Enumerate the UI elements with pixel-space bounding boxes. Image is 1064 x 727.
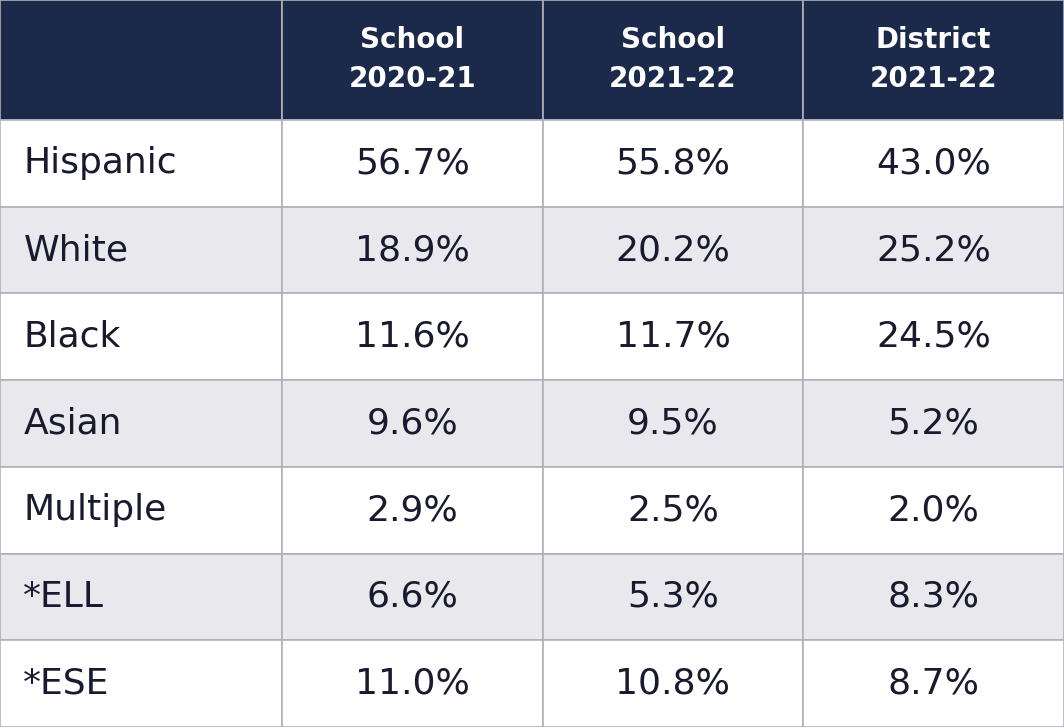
Text: 11.6%: 11.6%: [355, 320, 469, 354]
Bar: [803, 467, 1064, 553]
Text: District
2021-22: District 2021-22: [870, 26, 997, 94]
Bar: [543, 120, 803, 206]
Bar: [803, 0, 1064, 120]
Text: Asian: Asian: [23, 406, 122, 441]
Bar: [0, 640, 282, 727]
Bar: [803, 206, 1064, 294]
Text: 20.2%: 20.2%: [616, 233, 730, 267]
Text: 11.7%: 11.7%: [616, 320, 730, 354]
Bar: [803, 294, 1064, 380]
Bar: [0, 380, 282, 467]
Bar: [282, 640, 543, 727]
Text: *ESE: *ESE: [23, 667, 110, 701]
Bar: [0, 553, 282, 640]
Text: 8.3%: 8.3%: [887, 580, 980, 614]
Bar: [0, 120, 282, 206]
Text: 10.8%: 10.8%: [615, 667, 731, 701]
Bar: [282, 294, 543, 380]
Bar: [543, 0, 803, 120]
Text: 6.6%: 6.6%: [366, 580, 459, 614]
Text: White: White: [23, 233, 129, 267]
Bar: [543, 294, 803, 380]
Bar: [543, 206, 803, 294]
Bar: [803, 553, 1064, 640]
Text: 24.5%: 24.5%: [877, 320, 991, 354]
Text: 25.2%: 25.2%: [877, 233, 991, 267]
Bar: [543, 640, 803, 727]
Text: 2.0%: 2.0%: [887, 493, 980, 527]
Text: 56.7%: 56.7%: [355, 146, 469, 180]
Bar: [0, 467, 282, 553]
Bar: [803, 640, 1064, 727]
Text: Multiple: Multiple: [23, 493, 167, 527]
Bar: [282, 0, 543, 120]
Text: 18.9%: 18.9%: [355, 233, 469, 267]
Bar: [0, 206, 282, 294]
Text: 5.3%: 5.3%: [627, 580, 719, 614]
Bar: [282, 380, 543, 467]
Bar: [543, 467, 803, 553]
Text: School
2020-21: School 2020-21: [349, 26, 476, 94]
Text: 5.2%: 5.2%: [887, 406, 980, 441]
Bar: [282, 553, 543, 640]
Text: 43.0%: 43.0%: [877, 146, 991, 180]
Bar: [803, 380, 1064, 467]
Bar: [282, 120, 543, 206]
Bar: [803, 120, 1064, 206]
Bar: [0, 294, 282, 380]
Text: 8.7%: 8.7%: [887, 667, 980, 701]
Bar: [0, 0, 282, 120]
Text: 11.0%: 11.0%: [355, 667, 469, 701]
Text: 55.8%: 55.8%: [615, 146, 731, 180]
Text: 2.5%: 2.5%: [627, 493, 719, 527]
Text: 9.5%: 9.5%: [627, 406, 719, 441]
Text: 9.6%: 9.6%: [366, 406, 459, 441]
Text: Hispanic: Hispanic: [23, 146, 177, 180]
Text: 2.9%: 2.9%: [366, 493, 459, 527]
Bar: [543, 553, 803, 640]
Text: Black: Black: [23, 320, 121, 354]
Bar: [543, 380, 803, 467]
Bar: [282, 206, 543, 294]
Text: *ELL: *ELL: [23, 580, 104, 614]
Text: School
2021-22: School 2021-22: [610, 26, 736, 94]
Bar: [282, 467, 543, 553]
